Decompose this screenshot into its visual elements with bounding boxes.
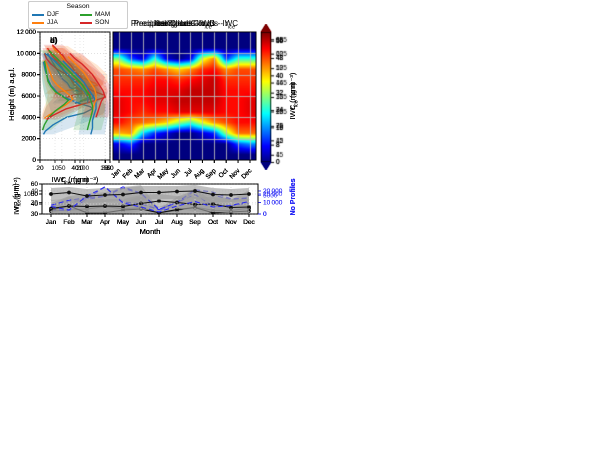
legend-label: SON — [95, 19, 110, 26]
legend-label: DJF — [47, 11, 59, 18]
svg-text:0: 0 — [263, 211, 267, 218]
svg-text:Feb: Feb — [63, 219, 75, 226]
svg-text:Dec: Dec — [240, 167, 254, 181]
svg-text:20: 20 — [36, 165, 44, 172]
svg-text:20 000: 20 000 — [263, 191, 283, 198]
svg-text:Aug: Aug — [193, 167, 206, 180]
svg-text:May: May — [117, 219, 130, 226]
legend-item-jja: JJA — [32, 19, 76, 26]
month-axis-label: Month — [139, 227, 161, 236]
panel-d-group: 0 2000 4000 6000 8000 10 000 12 000 20 40 60 Jan Fe… — [0, 0, 300, 238]
heatmap-title: Precipitating-Ice Clouds - rice — [133, 19, 236, 31]
legend-item-son: SON — [80, 19, 124, 26]
legend-item-djf: DJF — [32, 11, 76, 18]
svg-text:Apr: Apr — [100, 219, 111, 226]
colorbar-d — [260, 24, 298, 170]
svg-text:Aug: Aug — [171, 219, 183, 226]
svg-text:40: 40 — [31, 201, 39, 208]
svg-text:Apr: Apr — [146, 167, 159, 180]
svg-text:May: May — [156, 167, 170, 181]
svg-text:Sep: Sep — [205, 167, 218, 180]
profile-x-label: rice (μm) — [61, 175, 89, 187]
svg-text:Nov: Nov — [228, 167, 242, 181]
svg-text:Nov: Nov — [225, 219, 237, 226]
heatmap-title: Ice Clouds - rice — [157, 19, 212, 31]
svg-text:Sep: Sep — [189, 219, 201, 226]
svg-text:Jul: Jul — [155, 219, 164, 226]
heatmap-title: Ice Clouds - IWC — [154, 19, 215, 28]
legend-swatch — [32, 13, 44, 16]
svg-text:Dec: Dec — [243, 219, 255, 226]
svg-text:2000: 2000 — [22, 136, 37, 143]
colorbar-label: rice (μm) — [288, 82, 300, 110]
svg-text:4000: 4000 — [22, 114, 37, 121]
month-axis-label: Month — [139, 227, 161, 236]
svg-text:12 000: 12 000 — [17, 29, 37, 36]
svg-text:Mar: Mar — [133, 167, 146, 180]
svg-text:60: 60 — [106, 165, 114, 172]
panel-letter: d) — [50, 36, 58, 45]
legend-item-mam: MAM — [80, 11, 124, 18]
svg-text:10 000: 10 000 — [17, 50, 37, 57]
height-axis-label: Height (m) a.g.l. — [7, 67, 16, 121]
svg-text:Jul: Jul — [183, 167, 194, 178]
heatmap-canvas-d — [113, 32, 256, 160]
bottom-y-label: rice (μm) — [13, 183, 23, 209]
profile-x-label: IWC (mg m⁻³) — [51, 175, 99, 184]
svg-text:8000: 8000 — [22, 72, 37, 79]
no-profiles-label: No Profiles — [290, 178, 297, 216]
svg-text:Jun: Jun — [136, 219, 147, 226]
svg-text:40: 40 — [71, 165, 79, 172]
legend-swatch — [80, 21, 92, 24]
legend-swatch — [80, 13, 92, 16]
month-axis-label: Month — [139, 227, 161, 236]
svg-text:Mar: Mar — [81, 219, 93, 226]
svg-text:6000: 6000 — [22, 93, 37, 100]
svg-text:30: 30 — [31, 211, 39, 218]
heatmap-title: Precipitating-Ice Clouds - IWC — [130, 19, 239, 28]
legend-title: Season — [66, 3, 90, 10]
legend-swatch — [32, 21, 44, 24]
svg-text:Feb: Feb — [121, 167, 134, 180]
legend-label: JJA — [47, 19, 58, 26]
svg-text:Oct: Oct — [218, 167, 230, 179]
profile-x-label: IWC (mg m⁻³) — [51, 175, 99, 184]
svg-text:50: 50 — [31, 191, 39, 198]
svg-text:Jun: Jun — [170, 167, 183, 180]
profile-x-label: rice (μm) — [61, 175, 89, 187]
legend-label: MAM — [95, 11, 111, 18]
svg-text:Jan: Jan — [46, 219, 57, 226]
month-axis-label: Month — [139, 227, 161, 236]
svg-text:0: 0 — [32, 157, 36, 164]
svg-text:Oct: Oct — [208, 219, 218, 226]
